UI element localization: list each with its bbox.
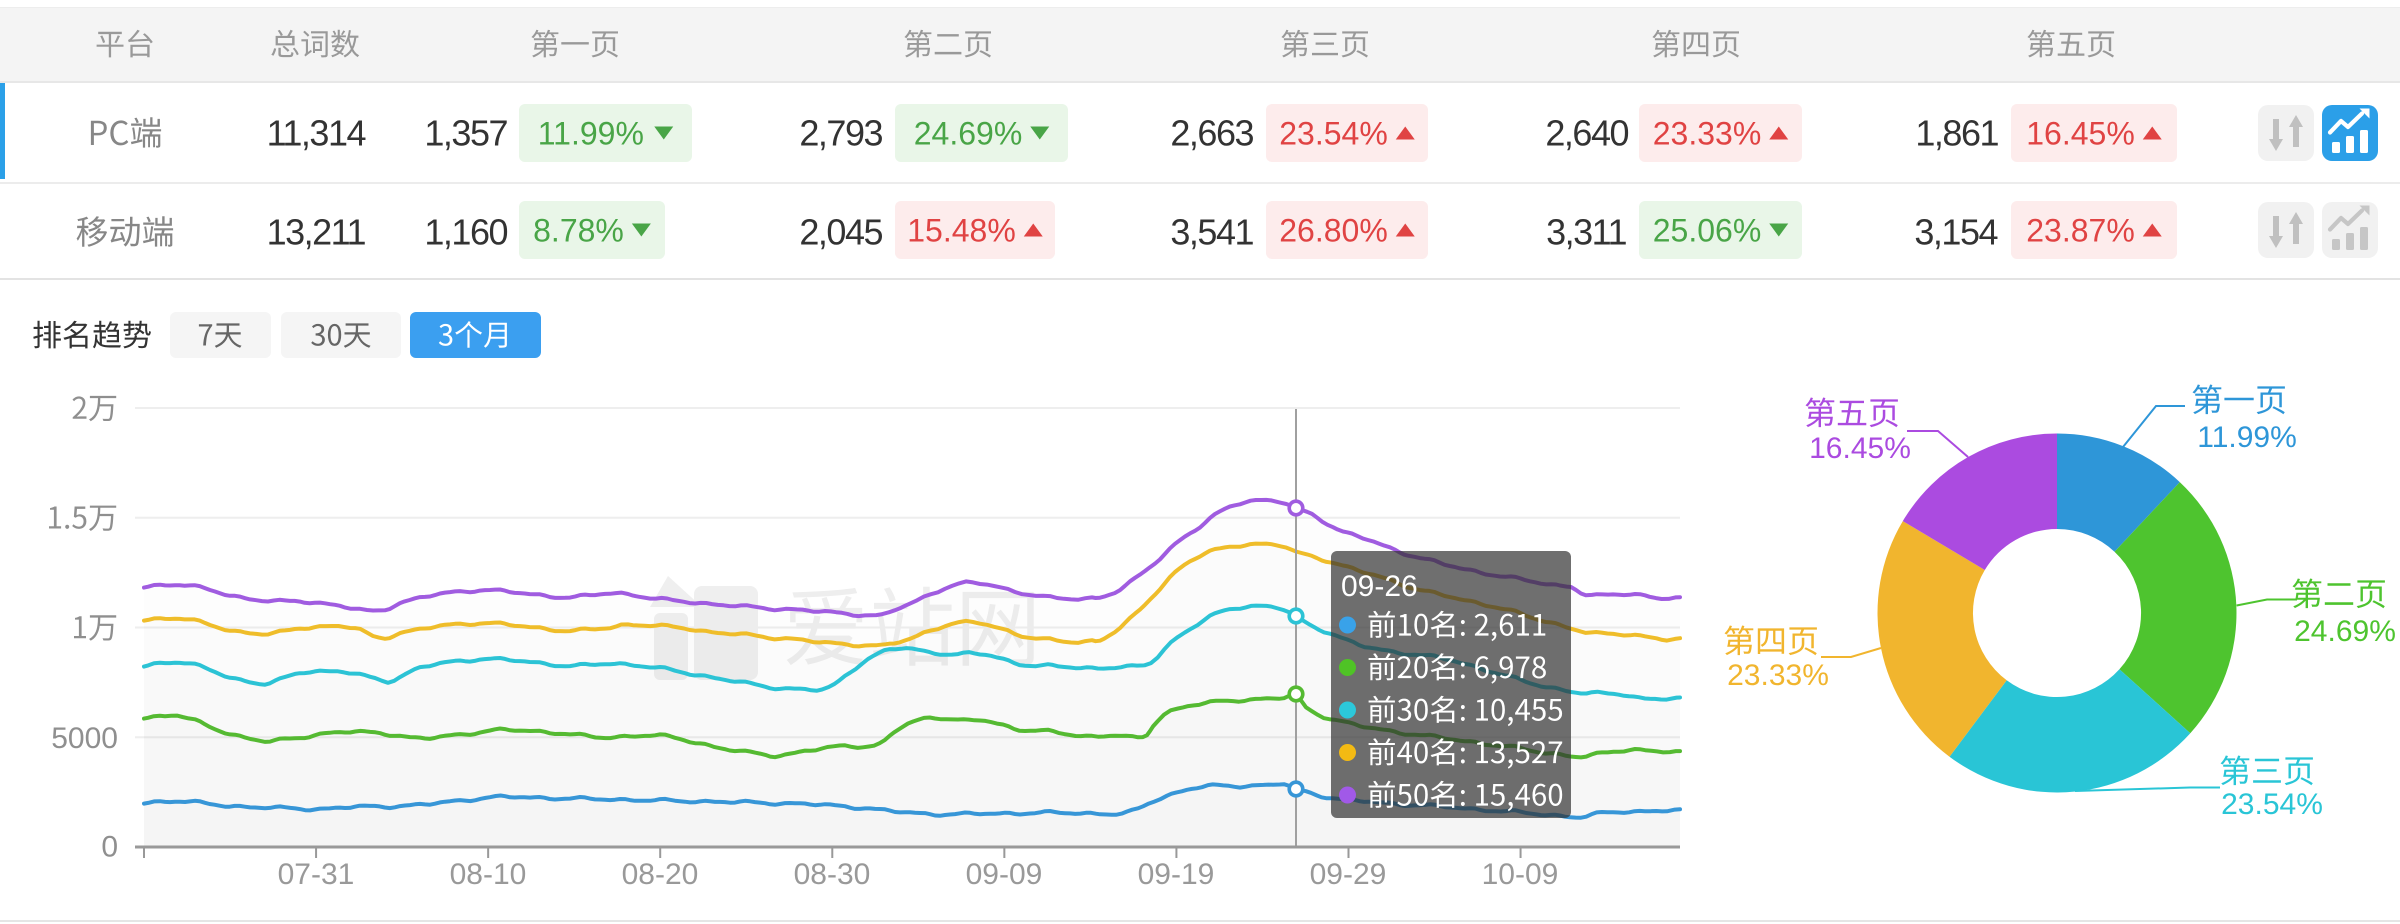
svg-text:09-26: 09-26: [1341, 570, 1418, 603]
svg-text:1,160: 1,160: [424, 212, 507, 253]
svg-text:23.33%: 23.33%: [1727, 659, 1829, 692]
svg-text:25.06%: 25.06%: [1653, 213, 1762, 249]
svg-text:16.45%: 16.45%: [2026, 116, 2135, 152]
svg-text:2,793: 2,793: [799, 113, 882, 154]
svg-text:09-29: 09-29: [1310, 858, 1387, 891]
svg-text:24.69%: 24.69%: [2294, 615, 2396, 648]
svg-text:11,314: 11,314: [267, 113, 366, 154]
svg-text:1,357: 1,357: [424, 113, 507, 154]
svg-text:08-30: 08-30: [794, 858, 871, 891]
svg-text:13,211: 13,211: [267, 212, 366, 253]
svg-text:23.54%: 23.54%: [2221, 788, 2323, 821]
svg-text:1,861: 1,861: [1915, 113, 1998, 154]
svg-text:09-09: 09-09: [966, 858, 1043, 891]
svg-text:11.99%: 11.99%: [538, 116, 644, 152]
svg-text:23.33%: 23.33%: [1653, 116, 1762, 152]
svg-text:15.48%: 15.48%: [907, 213, 1016, 249]
svg-text:0: 0: [101, 830, 118, 863]
svg-text:09-19: 09-19: [1138, 858, 1215, 891]
svg-text:08-10: 08-10: [450, 858, 527, 891]
svg-text:2,045: 2,045: [799, 212, 882, 253]
svg-text:16.45%: 16.45%: [1809, 432, 1911, 465]
svg-text:2,640: 2,640: [1545, 113, 1628, 154]
svg-text:08-20: 08-20: [622, 858, 699, 891]
svg-text:8.78%: 8.78%: [533, 213, 624, 249]
svg-text:07-31: 07-31: [278, 858, 355, 891]
svg-text:23.87%: 23.87%: [2026, 213, 2135, 249]
svg-text:3,311: 3,311: [1546, 212, 1626, 253]
svg-text:26.80%: 26.80%: [1279, 213, 1388, 249]
svg-text:3,154: 3,154: [1914, 212, 1997, 253]
svg-text:10-09: 10-09: [1482, 858, 1559, 891]
svg-text:3,541: 3,541: [1170, 212, 1253, 253]
svg-text:5000: 5000: [51, 722, 118, 755]
svg-text:2,663: 2,663: [1170, 113, 1253, 154]
svg-text:23.54%: 23.54%: [1279, 116, 1388, 152]
svg-text:24.69%: 24.69%: [914, 116, 1023, 152]
svg-text:11.99%: 11.99%: [2197, 421, 2297, 454]
